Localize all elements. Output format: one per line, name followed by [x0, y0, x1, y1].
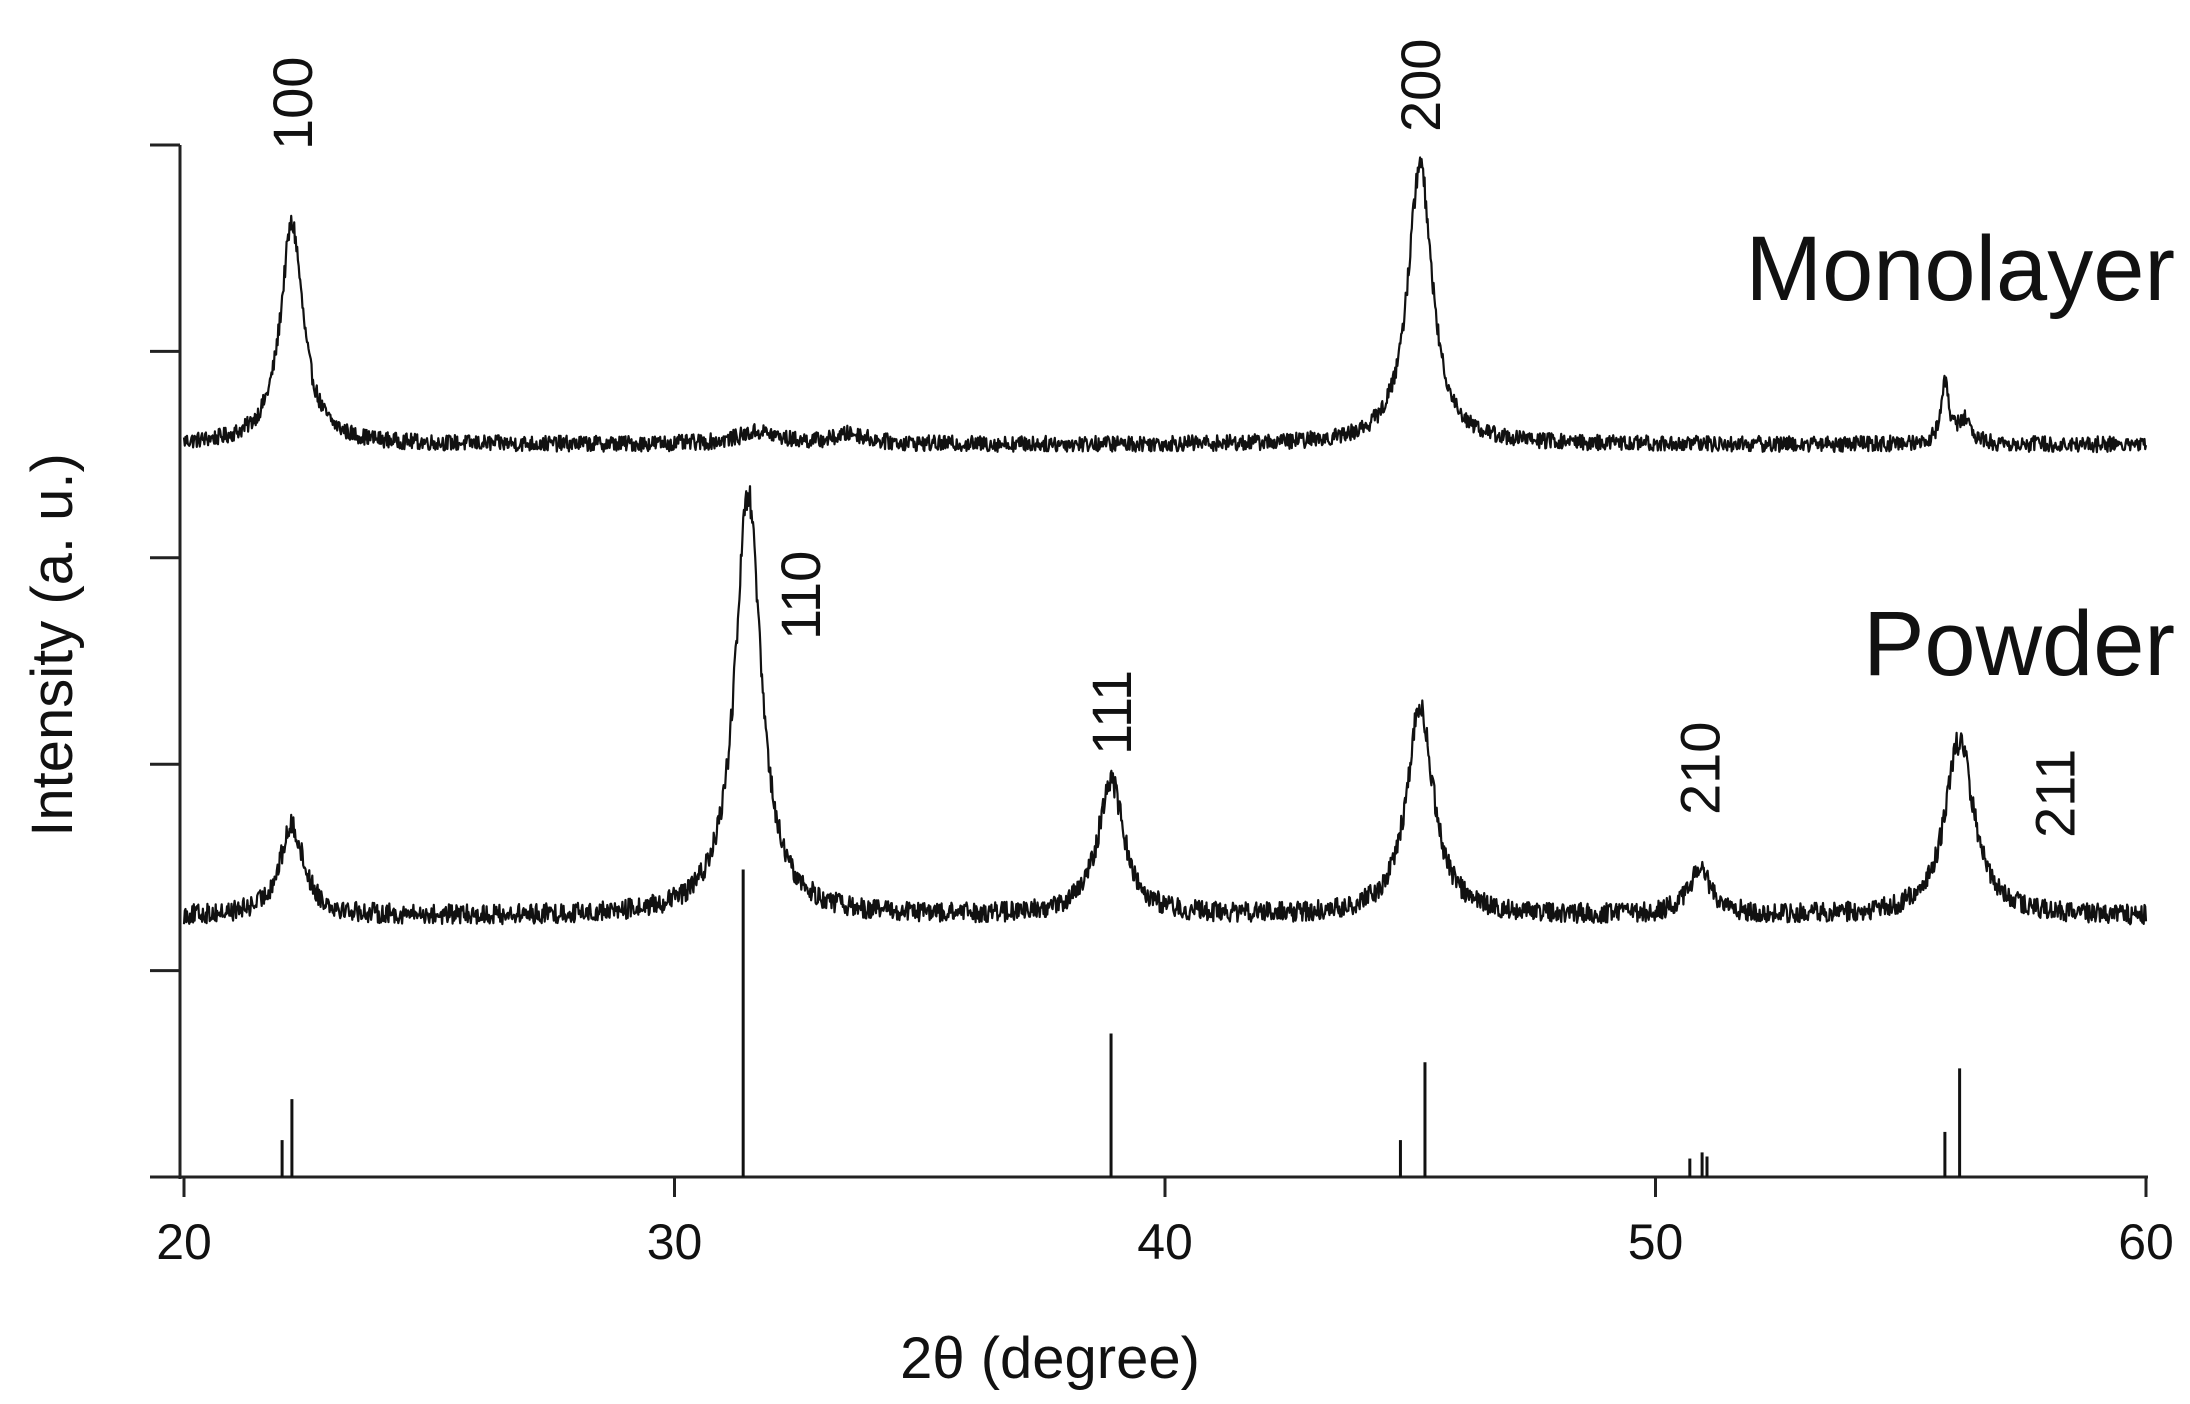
axes-group [150, 143, 2148, 1197]
x-tick-label: 30 [647, 1214, 703, 1270]
series-line-powder [182, 485, 2148, 926]
peak-label-200: 200 [1389, 39, 1452, 132]
peak-label-110: 110 [769, 551, 832, 640]
x-tick-label: 20 [156, 1214, 212, 1270]
series-line-monolayer [182, 156, 2148, 454]
peak-label-211: 211 [2024, 749, 2087, 838]
x-tick-label: 50 [1628, 1214, 1684, 1270]
series-group [182, 156, 2148, 926]
reference-lines-group [280, 869, 1962, 1177]
labels-group: 20 30 40 50 60 2θ (degree) Intensity (a. u.) 10… [20, 39, 2175, 1391]
x-tick-label: 40 [1137, 1214, 1193, 1270]
series-label-monolayer: Monolayer [1745, 218, 2175, 320]
y-axis-label: Intensity (a. u.) [20, 453, 85, 837]
x-axis-label: 2θ (degree) [900, 1326, 1200, 1391]
peak-label-210: 210 [1669, 722, 1732, 815]
x-tick-label: 60 [2118, 1214, 2174, 1270]
series-label-powder: Powder [1863, 593, 2175, 695]
peak-label-100: 100 [261, 57, 324, 150]
peak-label-111: 111 [1080, 670, 1143, 755]
